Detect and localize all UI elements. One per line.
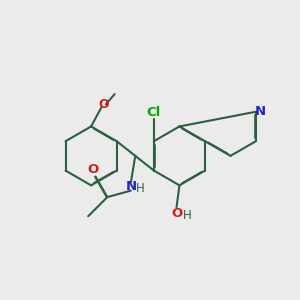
Text: O: O <box>171 207 182 220</box>
Text: O: O <box>98 98 109 111</box>
Text: N: N <box>126 180 137 193</box>
Text: H: H <box>183 209 192 222</box>
Text: N: N <box>255 105 266 118</box>
Text: Cl: Cl <box>147 106 161 119</box>
Text: H: H <box>136 182 145 195</box>
Text: O: O <box>87 163 98 176</box>
